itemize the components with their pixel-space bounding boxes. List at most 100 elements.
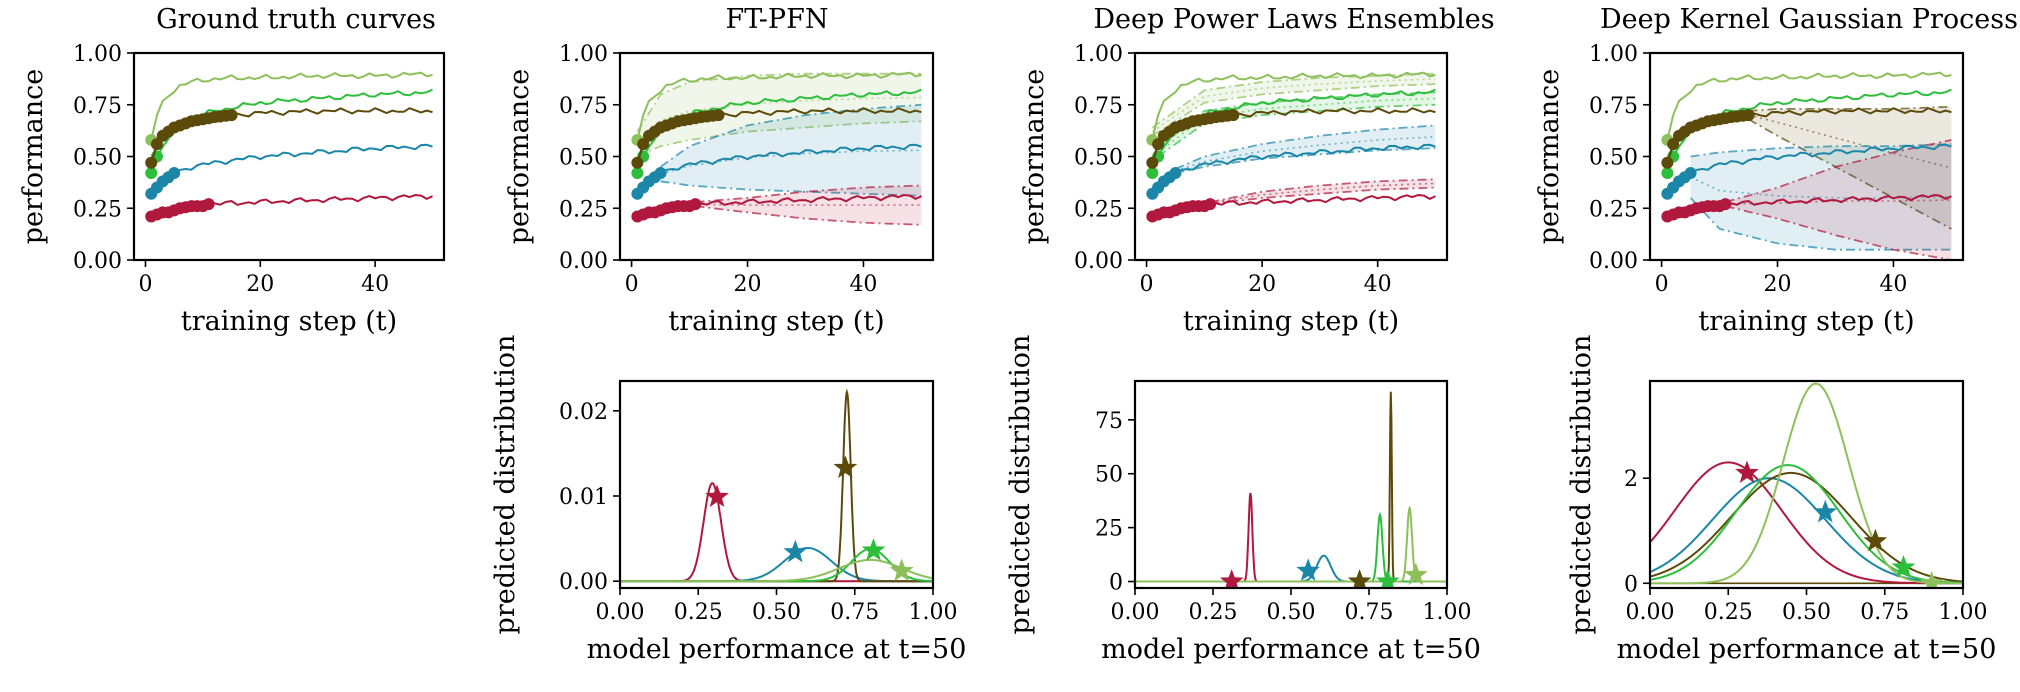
axes-frame (618, 51, 935, 262)
y-tick-label: 0 (1109, 571, 1123, 596)
y-tick-label: 0.25 (73, 197, 122, 222)
y-tick-label: 0.50 (73, 146, 122, 171)
x-tick-label: 0 (1140, 272, 1154, 297)
y-axis-label: performance (18, 69, 49, 245)
true-value-star (1375, 569, 1400, 588)
prediction-band (695, 185, 922, 225)
prediction-band (1748, 106, 1952, 229)
x-tick-label: 40 (1879, 272, 1907, 297)
x-tick-label: 0.00 (596, 600, 645, 625)
true-value-star (1891, 555, 1916, 578)
plot-area (1661, 71, 1952, 260)
x-tick-label: 20 (734, 272, 762, 297)
panel-6: 0 2 0.00 0.25 0.50 0.75 1.00 model performance … (1566, 335, 1996, 665)
panel-1: 0.00 0.25 0.50 0.75 1.00 0 20 40 training step (… (504, 4, 935, 337)
y-axis-label: predicted distribution (490, 335, 521, 635)
y-tick-label: 0.50 (1074, 146, 1123, 171)
observed-point (1742, 109, 1755, 122)
y-tick-label: 0.02 (559, 400, 608, 425)
plot-area (145, 71, 433, 223)
panel-3: 0.00 0.25 0.50 0.75 1.00 0 20 40 training step (… (1534, 4, 2018, 337)
y-tick-label: 1.00 (1074, 42, 1123, 67)
x-tick-label: 0.50 (1267, 600, 1316, 625)
axes-frame (1133, 51, 1449, 262)
x-tick-label: 20 (1248, 272, 1276, 297)
band-upper (1209, 178, 1436, 203)
truth-curve (150, 71, 433, 141)
band-median (695, 203, 922, 206)
plot-area (1146, 71, 1436, 223)
y-tick-label: 0.75 (1074, 94, 1123, 119)
y-tick-label: 75 (1095, 409, 1123, 434)
panel-4: 0.00 0.01 0.02 0.00 0.25 0.50 0.75 1.00 model pe… (490, 335, 966, 665)
y-tick-label: 0.25 (1074, 197, 1123, 222)
true-value-star (1863, 528, 1888, 552)
x-axis-label: training step (t) (181, 306, 397, 337)
band-lower (1748, 118, 1952, 230)
y-tick-label: 0 (1624, 572, 1638, 597)
y-axis-label: performance (1534, 69, 1565, 245)
y-tick-label: 0.00 (559, 570, 608, 595)
true-value-star (1296, 558, 1320, 581)
band-upper (1748, 105, 1952, 112)
x-axis-label: model performance at t=50 (1617, 634, 1997, 665)
plot-area (1650, 382, 1963, 588)
x-axis-label: training step (t) (668, 306, 884, 337)
axes-frame (1133, 379, 1449, 590)
y-tick-label: 0.75 (559, 94, 608, 119)
x-tick-label: 1.00 (1939, 600, 1988, 625)
x-tick-label: 1.00 (909, 600, 958, 625)
prediction-band (660, 104, 922, 196)
truth-curve (636, 143, 922, 195)
y-axis-label: predicted distribution (1566, 335, 1597, 635)
band-median (1748, 114, 1952, 169)
x-tick-label: 0.00 (1626, 600, 1675, 625)
observed-point (689, 198, 702, 211)
true-value-star (833, 455, 858, 478)
panel-title: Deep Power Laws Ensembles (1093, 4, 1494, 35)
density-curve (1135, 391, 1447, 583)
axes-frame (132, 51, 446, 262)
observed-point (1227, 109, 1240, 122)
prediction-band (1175, 125, 1436, 174)
observed-point (1169, 167, 1182, 180)
x-tick-label: 0.50 (1782, 600, 1831, 625)
truth-curve (1666, 71, 1952, 141)
y-tick-label: 1.00 (559, 42, 608, 67)
observed-point (1684, 167, 1697, 180)
true-value-star (705, 484, 729, 507)
band-lower (660, 180, 922, 197)
x-tick-label: 0 (625, 272, 639, 297)
density-curve (1650, 477, 1963, 584)
density-curve (1650, 471, 1963, 583)
observed-point (1146, 156, 1159, 169)
density-curve (1135, 505, 1447, 583)
band-lower (1175, 147, 1436, 174)
x-tick-label: 0.25 (674, 600, 723, 625)
panel-0: 0.00 0.25 0.50 0.75 1.00 0 20 40 training step (… (18, 4, 446, 337)
true-value-star (889, 558, 914, 582)
x-tick-label: 40 (1364, 272, 1392, 297)
x-tick-label: 1.00 (1423, 600, 1472, 625)
band-lower (1689, 197, 1952, 251)
prediction-band (1152, 73, 1436, 136)
x-tick-label: 0.00 (1111, 600, 1160, 625)
density-curve (1650, 382, 1963, 585)
y-tick-label: 0.25 (559, 197, 608, 222)
observed-point (1661, 167, 1674, 180)
observed-point (225, 109, 238, 122)
axes-frame (1648, 379, 1965, 590)
band-median (1151, 78, 1436, 133)
y-tick-label: 0.00 (1589, 249, 1638, 274)
band-upper (1175, 124, 1436, 170)
x-tick-label: 20 (1764, 272, 1792, 297)
x-tick-label: 0.75 (1860, 600, 1909, 625)
x-tick-label: 40 (361, 272, 389, 297)
x-axis-label: training step (t) (1698, 306, 1914, 337)
x-tick-label: 0.50 (752, 600, 801, 625)
prediction-band (1725, 139, 1952, 260)
x-tick-label: 0.25 (1704, 600, 1753, 625)
truth-curve (1151, 71, 1436, 141)
y-tick-label: 0.50 (559, 146, 608, 171)
density-curve (620, 547, 933, 583)
